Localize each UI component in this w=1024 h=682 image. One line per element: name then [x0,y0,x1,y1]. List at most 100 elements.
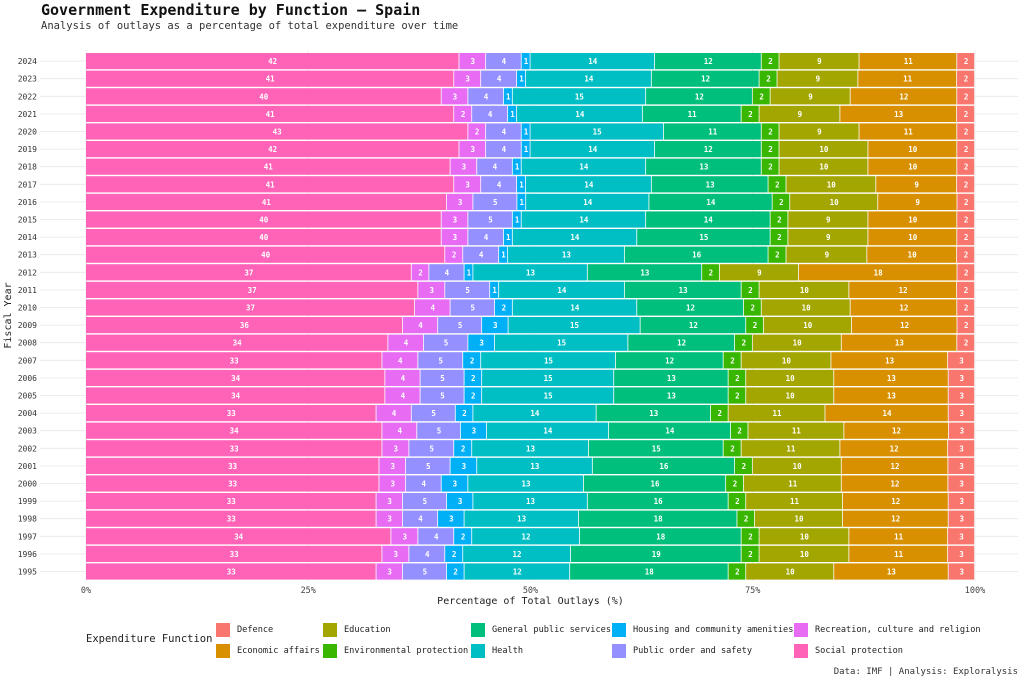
bar-segment [570,563,728,580]
bar-segment [948,493,975,510]
bar-segment [578,510,737,527]
bar-segment [761,158,779,175]
bar-data-label: 34 [231,374,241,383]
bar-data-label: 2 [471,392,476,401]
bar-segment [957,141,975,158]
legend-item: Education [323,622,391,638]
bar-data-label: 3 [470,145,475,154]
bar-segment [481,176,517,193]
bar-segment [752,88,770,105]
bar-data-label: 4 [404,339,409,348]
bar-data-label: 3 [959,532,964,541]
bar-data-label: 2 [777,233,782,242]
bar-segment [521,141,530,158]
bar-segment [588,440,723,457]
bar-segment [654,141,761,158]
bar-segment [472,440,589,457]
bar-data-label: 13 [699,163,709,172]
bar-segment [948,387,975,404]
bar-segment [957,123,975,140]
bar-segment [86,123,468,140]
bar-segment [86,70,454,87]
bar-segment [878,193,957,210]
bar-data-label: 14 [570,304,580,313]
bar-segment [468,88,504,105]
bar-data-label: 11 [792,427,802,436]
x-tick-label: 25% [301,586,316,596]
y-tick-label: 2019 [18,145,37,154]
bar-segment [402,563,447,580]
bar-segment [86,528,391,545]
bar-segment [841,457,948,474]
bar-data-label: 2 [768,128,773,137]
bar-segment [957,105,975,122]
bar-segment [957,88,975,105]
bar-segment [420,387,464,404]
bar-segment [417,422,460,439]
bar-segment [628,334,735,351]
bar-data-label: 1 [524,145,529,154]
bar-data-label: 2 [964,110,969,119]
bar-segment [798,264,957,281]
bar-segment [512,229,637,246]
bar-segment [464,563,570,580]
bar-data-label: 2 [737,427,742,436]
bar-data-label: 16 [654,497,664,506]
bar-segment [948,510,975,527]
bar-segment [526,176,651,193]
bar-segment [463,246,499,263]
bar-segment [948,457,975,474]
bar-data-label: 1 [506,92,511,101]
bar-data-label: 42 [268,57,277,66]
bar-data-label: 2 [766,75,771,84]
bar-data-label: 2 [461,110,466,119]
bar-data-label: 11 [903,75,913,84]
bar-segment [526,193,649,210]
bar-data-label: 5 [465,286,470,295]
bar-segment [517,176,526,193]
bar-data-label: 2 [462,409,467,418]
bar-data-label: 3 [387,497,392,506]
bar-segment [486,141,521,158]
legend-label: Recreation, culture and religion [815,625,981,635]
y-tick-label: 2001 [18,462,37,471]
bar-segment [651,70,759,87]
bar-data-label: 13 [667,374,677,383]
bar-data-label: 14 [588,57,598,66]
bar-segment [446,563,464,580]
bar-data-label: 15 [544,356,553,365]
bar-segment [746,369,834,386]
bar-data-label: 4 [422,480,427,489]
bar-segment [512,299,637,316]
bar-data-label: 10 [786,568,796,577]
bar-data-label: 1 [519,180,524,189]
bar-segment [741,545,759,562]
bar-segment [385,387,420,404]
legend-label: Economic affairs [237,646,320,656]
bar-segment [494,334,628,351]
bar-data-label: 4 [434,532,439,541]
bar-data-label: 10 [908,145,918,154]
bar-segment [86,229,441,246]
bar-segment [86,105,454,122]
bar-data-label: 13 [706,180,716,189]
bar-data-label: 2 [964,145,969,154]
bar-segment [486,123,521,140]
bar-data-label: 9 [826,216,831,225]
bar-data-label: 33 [227,515,237,524]
bar-segment [761,141,779,158]
bar-data-label: 4 [401,374,406,383]
bar-data-label: 11 [688,110,698,119]
bar-data-label: 3 [387,515,392,524]
bar-data-label: 5 [488,216,493,225]
bar-data-label: 2 [964,163,969,172]
bar-data-label: 4 [497,75,502,84]
bar-segment [741,105,759,122]
legend-swatch [323,623,337,637]
bar-segment [957,334,975,351]
bar-data-label: 3 [429,286,434,295]
bar-segment [841,475,948,492]
bar-data-label: 5 [440,392,445,401]
bar-data-label: 3 [960,568,965,577]
bar-segment [486,422,609,439]
